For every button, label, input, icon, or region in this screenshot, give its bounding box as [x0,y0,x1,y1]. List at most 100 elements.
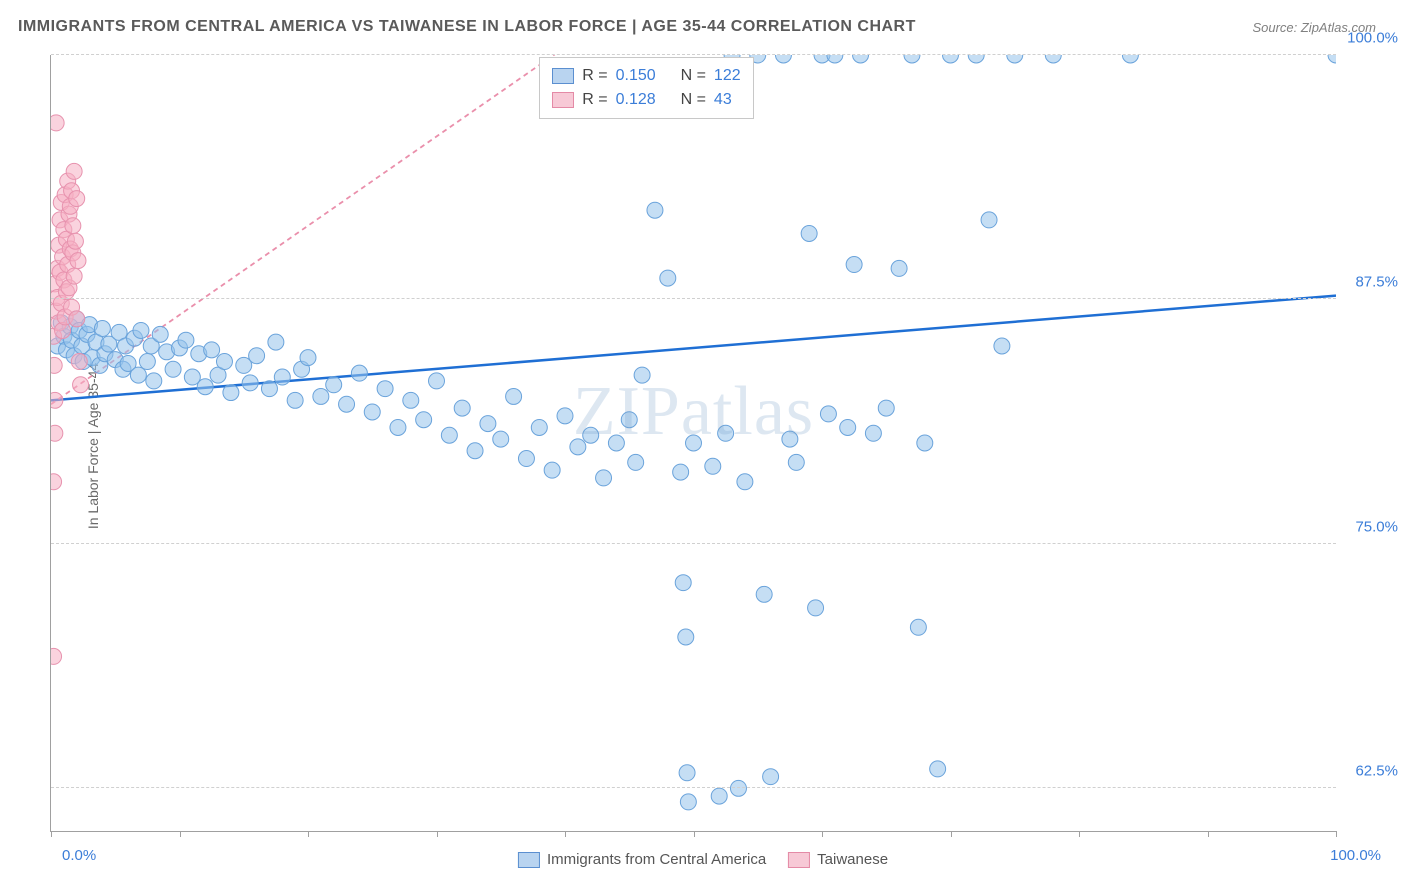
data-point [441,427,457,443]
data-point [69,191,85,207]
legend-row: R = 0.128 N = 43 [552,88,740,112]
data-point [197,379,213,395]
legend-label: Taiwanese [817,851,888,868]
data-point [73,377,89,393]
legend-n-value: 43 [714,88,732,112]
x-tick [1079,831,1080,837]
data-point [364,404,380,420]
data-point [69,311,85,327]
y-tick-label: 100.0% [1347,30,1398,47]
legend-r-label: R = [582,64,607,88]
data-point [943,55,959,63]
legend-n-value: 122 [714,64,741,88]
data-point [1045,55,1061,63]
data-point [261,381,277,397]
data-point [51,648,62,664]
data-point [94,321,110,337]
data-point [756,586,772,602]
data-point [737,474,753,490]
data-point [981,212,997,228]
data-point [178,332,194,348]
data-point [133,322,149,338]
data-point [51,425,63,441]
x-tick [951,831,952,837]
data-point [223,385,239,401]
data-point [801,225,817,241]
data-point [930,761,946,777]
legend-n-label: N = [681,64,706,88]
data-point [416,412,432,428]
data-point [673,464,689,480]
data-point [820,406,836,422]
data-point [70,253,86,269]
data-point [853,55,869,63]
data-point [165,361,181,377]
data-point [152,326,168,342]
data-point [51,357,62,373]
legend-swatch [788,852,810,868]
data-point [544,462,560,478]
data-point [493,431,509,447]
data-point [51,392,63,408]
data-point [711,788,727,804]
gridline [51,787,1336,788]
data-point [1328,55,1336,63]
x-tick [308,831,309,837]
legend-item: Immigrants from Central America [518,851,766,868]
data-point [917,435,933,451]
data-point [865,425,881,441]
data-point [71,354,87,370]
x-axis-max-label: 100.0% [1330,847,1381,864]
data-point [678,629,694,645]
data-point [51,115,64,131]
legend-swatch [518,852,540,868]
data-point [51,474,62,490]
data-point [1122,55,1138,63]
data-point [506,388,522,404]
gridline [51,298,1336,299]
data-point [274,369,290,385]
legend-item: Taiwanese [788,851,888,868]
x-tick [1208,831,1209,837]
data-point [242,375,258,391]
data-point [139,354,155,370]
data-point [647,202,663,218]
legend-swatch [552,68,574,84]
data-point [454,400,470,416]
x-tick [1336,831,1337,837]
data-point [557,408,573,424]
x-tick [437,831,438,837]
data-point [628,454,644,470]
data-point [994,338,1010,354]
data-point [808,600,824,616]
data-point [66,163,82,179]
data-point [782,431,798,447]
data-point [763,769,779,785]
x-tick [565,831,566,837]
data-point [846,257,862,273]
data-point [788,454,804,470]
legend-r-value: 0.128 [616,88,656,112]
chart-title: IMMIGRANTS FROM CENTRAL AMERICA VS TAIWA… [18,18,916,36]
data-point [339,396,355,412]
data-point [249,348,265,364]
data-point [377,381,393,397]
data-point [390,419,406,435]
data-point [705,458,721,474]
legend-label: Immigrants from Central America [547,851,766,868]
data-point [287,392,303,408]
data-point [351,365,367,381]
legend-row: R = 0.150 N = 122 [552,64,740,88]
data-point [660,270,676,286]
data-point [675,575,691,591]
y-tick-label: 75.0% [1355,518,1398,535]
data-point [146,373,162,389]
series-legend: Immigrants from Central America Taiwanese [518,851,888,868]
x-axis-min-label: 0.0% [62,847,96,864]
data-point [680,794,696,810]
data-point [608,435,624,451]
chart-plot-area: ZIPatlas R = 0.150 N = 122 R = 0.128 N =… [50,55,1336,832]
data-point [596,470,612,486]
data-point [67,233,83,249]
data-point [531,419,547,435]
